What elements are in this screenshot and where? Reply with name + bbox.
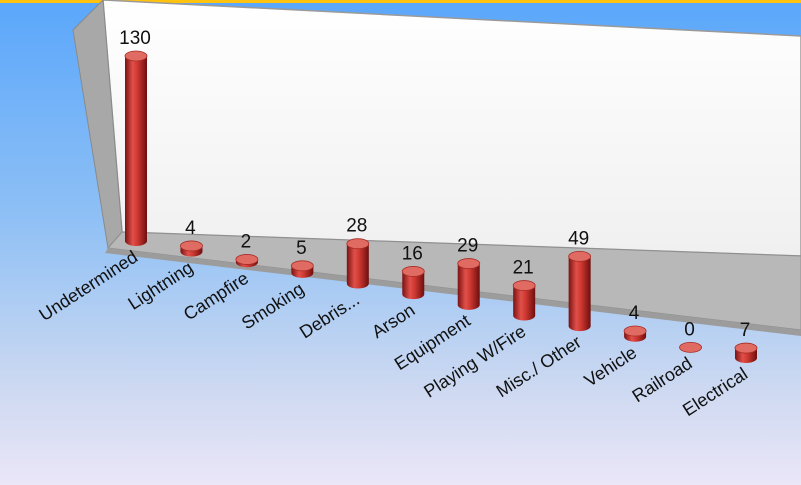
- category-label-undetermined: Undetermined: [35, 247, 141, 325]
- bar-vehicle: [623, 325, 647, 342]
- bar-top: [346, 238, 370, 250]
- bar-top: [512, 280, 536, 291]
- bar-lightning: [180, 240, 203, 257]
- bar-smoking: [290, 260, 314, 278]
- bars-group: [124, 50, 758, 363]
- bar-top: [124, 50, 148, 62]
- bar-top: [734, 342, 758, 354]
- category-label-debris: Debris...: [296, 289, 363, 342]
- bar-campfire: [235, 254, 259, 268]
- bar-body: [125, 56, 147, 246]
- value-label-debris: 28: [346, 216, 367, 237]
- bar-body: [568, 256, 591, 332]
- bar-top: [401, 266, 425, 277]
- bar-debris: [346, 238, 370, 289]
- bar-undetermined: [124, 50, 148, 246]
- bar-top: [679, 341, 702, 353]
- bar-body: [402, 271, 425, 300]
- bar-top: [623, 325, 647, 337]
- bar-body: [513, 285, 536, 321]
- bar-top: [290, 260, 314, 272]
- bar-body: [346, 243, 369, 289]
- chart-floor-front-edge: [105, 248, 801, 336]
- bar-equipment: [457, 258, 481, 310]
- bar-top: [235, 254, 259, 265]
- value-labels-group: 130 4 2 5 28 16 29 21 49 4 0 7: [119, 28, 750, 341]
- value-label-smoking: 5: [296, 238, 307, 259]
- chart-floor: [106, 231, 801, 331]
- bar-arson: [401, 266, 425, 300]
- bar-body: [457, 263, 480, 310]
- bar-top: [457, 258, 481, 269]
- value-label-equipment: 29: [457, 236, 478, 257]
- category-label-vehicle: Vehicle: [581, 342, 641, 390]
- bar-railroad: [679, 341, 702, 353]
- bar-misc-other: [568, 250, 592, 332]
- bar-top: [568, 250, 592, 262]
- bar-playing-w-fire: [512, 280, 536, 321]
- value-label-misc-other: 49: [568, 228, 589, 249]
- value-label-arson: 16: [402, 243, 423, 264]
- bar-top: [180, 240, 203, 252]
- value-label-playing-w-fire: 21: [513, 258, 534, 279]
- chart-back-wall: [102, 0, 801, 257]
- value-label-railroad: 0: [684, 319, 695, 340]
- category-label-arson: Arson: [368, 300, 418, 342]
- value-label-lightning: 4: [185, 218, 196, 239]
- value-label-electrical: 7: [740, 320, 751, 341]
- value-label-vehicle: 4: [629, 303, 640, 324]
- value-label-undetermined: 130: [119, 28, 151, 49]
- value-label-campfire: 2: [241, 231, 252, 252]
- bar-electrical: [734, 342, 758, 363]
